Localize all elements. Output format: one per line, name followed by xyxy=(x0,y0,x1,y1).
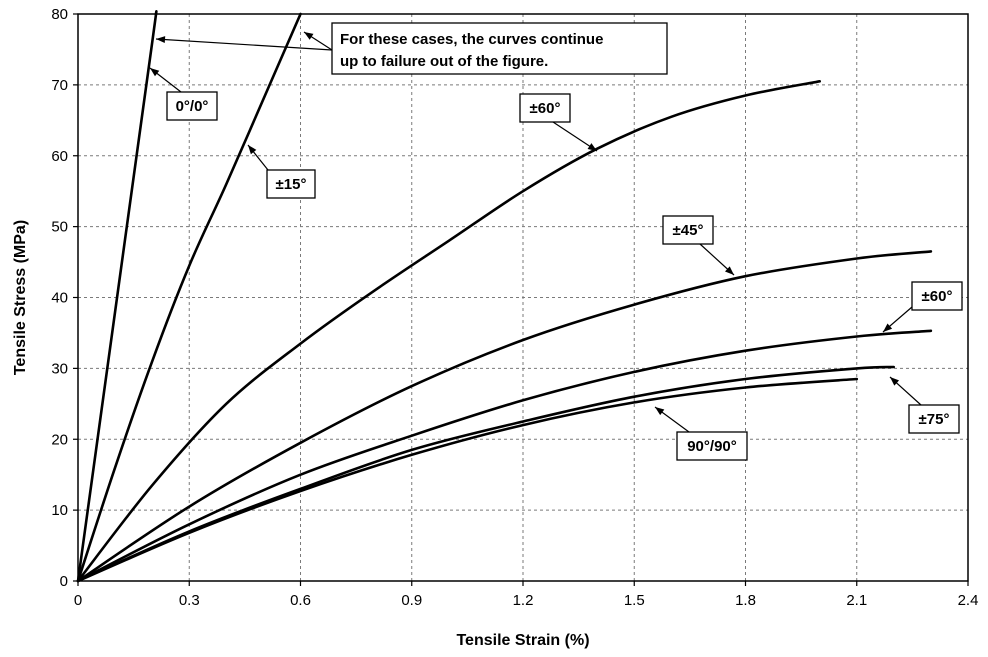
failure-note-box xyxy=(331,22,668,75)
y-tick-label: 0 xyxy=(60,573,68,590)
y-tick-label: 70 xyxy=(51,77,68,94)
series-label-box xyxy=(519,93,571,123)
x-axis-ticks: 0 0.3 0.6 0.9 1.2 1.5 1.8 2.1 2.4 xyxy=(74,581,979,609)
x-tick-label: 0.6 xyxy=(290,592,311,609)
annotation-arrowhead xyxy=(587,143,597,151)
series-curve-6 xyxy=(76,377,859,583)
x-tick-label: 0.3 xyxy=(179,592,200,609)
series-label-text: ±15° xyxy=(276,176,307,193)
series-curve-0 xyxy=(76,10,158,583)
curve-annotations: For these cases, the curves continue up t… xyxy=(149,22,963,461)
annotation-arrowhead xyxy=(883,323,893,332)
x-axis-label: Tensile Strain (%) xyxy=(456,632,589,649)
annotation-arrowhead xyxy=(304,32,314,40)
series-curve-4 xyxy=(76,329,933,583)
x-tick-label: 2.1 xyxy=(846,592,867,609)
series-label-box xyxy=(908,404,960,434)
series-curve-1 xyxy=(76,12,302,583)
series-curve-3 xyxy=(76,250,933,583)
failure-note-line: up to failure out of the figure. xyxy=(340,53,548,70)
series-label-box xyxy=(266,169,316,199)
series-label-lbl-75: ±75° xyxy=(889,376,960,434)
failure-note: For these cases, the curves continue up t… xyxy=(155,22,668,75)
series-label-lbl-45: ±45° xyxy=(662,215,735,276)
x-tick-label: 1.5 xyxy=(624,592,645,609)
series-label-text: ±45° xyxy=(673,222,704,239)
series-label-lbl-60b: ±60° xyxy=(882,281,963,333)
x-tick-label: 2.4 xyxy=(958,592,979,609)
series-label-box xyxy=(911,281,963,311)
y-tick-label: 20 xyxy=(51,431,68,448)
annotation-arrowhead xyxy=(724,266,734,275)
series-label-text: ±60° xyxy=(530,100,561,117)
x-tick-label: 0.9 xyxy=(401,592,422,609)
failure-note-line: For these cases, the curves continue xyxy=(340,31,603,48)
y-axis-ticks: 0 10 20 30 40 50 60 70 80 xyxy=(51,6,78,590)
grid xyxy=(78,14,968,581)
y-axis-label: Tensile Stress (MPa) xyxy=(12,220,29,375)
series-label-lbl-90: 90°/90° xyxy=(654,406,748,461)
series-label-box xyxy=(676,431,748,461)
annotation-arrowhead xyxy=(890,377,900,386)
annotation-arrow-line xyxy=(155,38,333,51)
stress-strain-curves xyxy=(76,10,933,583)
y-tick-label: 10 xyxy=(51,502,68,519)
series-label-lbl-15: ±15° xyxy=(247,144,316,199)
series-label-box xyxy=(662,215,714,245)
series-curve-5 xyxy=(76,365,896,583)
x-tick-label: 1.2 xyxy=(513,592,534,609)
annotation-arrowhead xyxy=(248,145,257,155)
series-label-lbl-0: 0°/0° xyxy=(149,67,218,121)
y-tick-label: 50 xyxy=(51,219,68,236)
series-label-text: ±75° xyxy=(919,411,950,428)
annotation-arrowhead xyxy=(655,407,665,416)
y-tick-label: 60 xyxy=(51,148,68,165)
y-tick-label: 80 xyxy=(51,6,68,23)
x-tick-label: 0 xyxy=(74,592,82,609)
annotation-arrowhead xyxy=(150,68,160,77)
series-label-text: 0°/0° xyxy=(176,98,209,115)
series-curve-2 xyxy=(76,80,821,583)
y-tick-label: 30 xyxy=(51,360,68,377)
annotation-arrowhead xyxy=(156,36,166,44)
series-label-text: 90°/90° xyxy=(687,438,737,455)
y-tick-label: 40 xyxy=(51,290,68,307)
series-label-box xyxy=(166,91,218,121)
x-tick-label: 1.8 xyxy=(735,592,756,609)
series-label-lbl-60a: ±60° xyxy=(519,93,598,152)
series-label-text: ±60° xyxy=(922,288,953,305)
